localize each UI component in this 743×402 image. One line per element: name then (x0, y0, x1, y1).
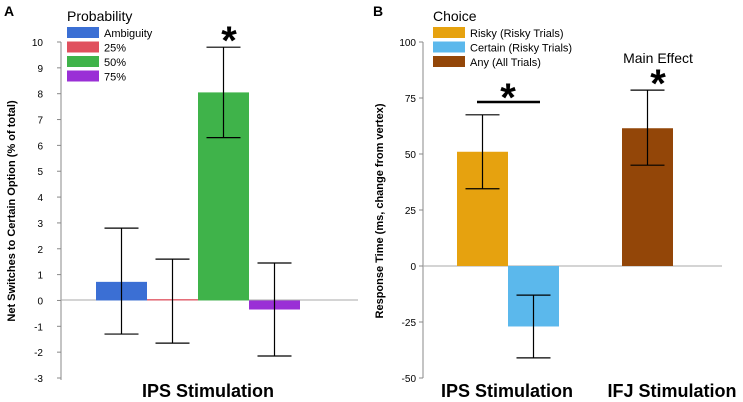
panel-a-y-tick-label: 6 (37, 141, 43, 152)
panel-a-y-tick-label: 2 (37, 245, 43, 256)
panel-a-legend-label: 50% (104, 57, 126, 69)
panel-a-y-tick-label: 9 (37, 64, 43, 75)
panel-b-error-bar (465, 114, 500, 190)
panel-a-y-tick-label: 7 (37, 116, 43, 127)
panel-a-legend-swatch (67, 27, 99, 38)
panel-b-legend-swatch (433, 56, 465, 67)
panel-b-main-effect-label: Main Effect (623, 50, 693, 66)
panel-a-y-tick-label: 10 (32, 38, 44, 49)
panel-b-y-tick-label: -50 (402, 374, 417, 385)
panel-a-legend-swatch (67, 56, 99, 67)
panel-a-legend-swatch (67, 70, 99, 82)
panel-b-legend-title: Choice (433, 8, 477, 24)
panel-a-legend-label: 25% (104, 43, 126, 55)
panel-a-y-label: Net Switches to Certain Option (% of tot… (6, 100, 18, 322)
panel-b-label: B (373, 3, 383, 19)
panel-a-y-tick-label: 1 (37, 271, 43, 282)
panel-a-y-tick-label: -2 (34, 348, 43, 359)
panel-b-error-bar (516, 294, 551, 359)
panel-a-error-bar (104, 227, 139, 335)
panel-a-y-tick-label: 0 (37, 296, 43, 307)
panel-a-legend-swatch (67, 41, 99, 53)
panel-a-y-tick-label: 4 (37, 193, 43, 204)
panel-b-significance-star-ifj: * (650, 62, 666, 106)
panel-a-error-bar (257, 262, 292, 357)
panel-b-y-tick-label: -25 (402, 318, 417, 329)
panel-a-error-bar (206, 46, 241, 139)
panel-a-legend-label: Ambiguity (104, 28, 153, 40)
panel-a-significance-star: * (221, 19, 237, 63)
panel-b-legend-label: Any (All Trials) (470, 57, 541, 69)
panel-a-legend-title: Probability (67, 8, 132, 24)
panel-a-y-tick-label: 3 (37, 219, 43, 230)
panel-b-legend-label: Risky (Risky Trials) (470, 28, 564, 40)
panel-b-x-label-ips: IPS Stimulation (441, 381, 573, 401)
panel-a-y-tick-label: -3 (34, 374, 43, 385)
panel-b-y-tick-label: 50 (405, 150, 417, 161)
panel-b-y-tick-label: 75 (405, 94, 417, 105)
panel-a-x-label: IPS Stimulation (142, 381, 274, 401)
panel-b-error-bar (630, 89, 665, 166)
panel-b-chart: -50 -25 0 25 50 75 100 Response Time (ms, chan… (374, 8, 737, 401)
panel-b-x-label-ifj: IFJ Stimulation (607, 381, 736, 401)
panel-b-y-label: Response Time (ms, change from vertex) (374, 103, 386, 318)
panel-a-error-bar (155, 258, 190, 344)
panel-b-y-tick-label: 0 (410, 262, 416, 273)
panel-a-y-tick-label: 5 (37, 167, 43, 178)
panel-b-legend-swatch (433, 41, 465, 53)
panel-a-label: A (4, 3, 14, 19)
panel-b-legend-swatch (433, 27, 465, 38)
panel-b-y-tick-label: 25 (405, 206, 417, 217)
panel-a-legend-label: 75% (104, 72, 126, 84)
panel-b-y-tick-label: 100 (399, 38, 416, 49)
panel-a-y-tick-label: 8 (37, 90, 43, 101)
panel-a-chart: -3 -2 -1 0 1 2 3 4 5 6 7 8 9 10 Net Switches to Certa… (6, 8, 358, 401)
panel-a-y-tick-label: -1 (34, 322, 43, 333)
panel-b-legend-label: Certain (Risky Trials) (470, 43, 572, 55)
panel-b-significance-star-ips: * (500, 76, 516, 120)
